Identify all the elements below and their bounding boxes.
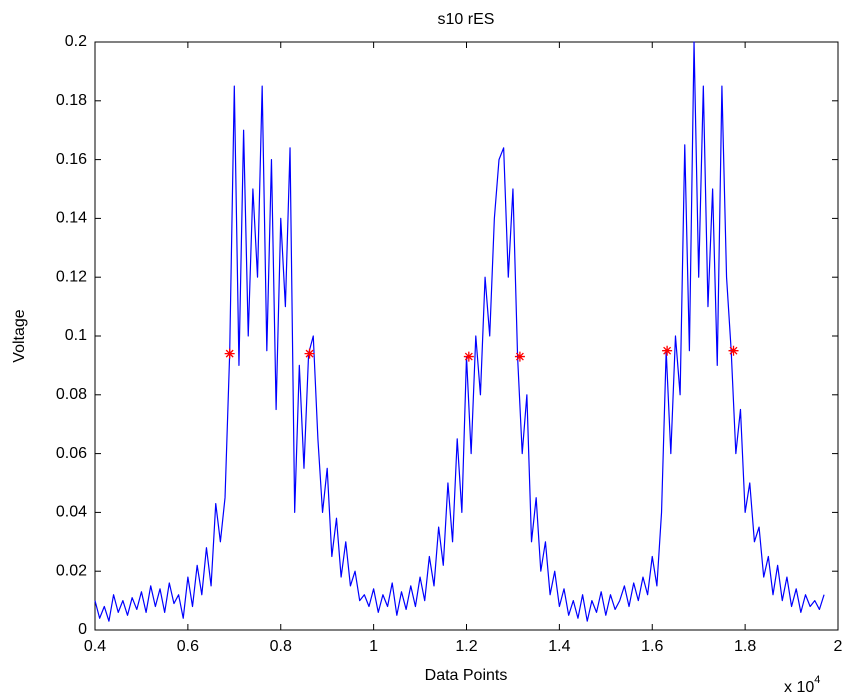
chart-title: s10 rES — [438, 11, 495, 28]
x-tick-label: 1.6 — [641, 638, 663, 655]
multiplier-base: x 10 — [784, 679, 814, 696]
y-tick-label: 0.08 — [56, 386, 87, 403]
multiplier-exponent: 4 — [814, 674, 820, 686]
data-marker — [514, 351, 525, 362]
data-marker — [463, 351, 474, 362]
y-tick-label: 0.18 — [56, 92, 87, 109]
x-tick-label: 0.6 — [177, 638, 199, 655]
x-tick-label: 1.4 — [548, 638, 570, 655]
x-tick-label: 2 — [834, 638, 843, 655]
y-tick-label: 0.12 — [56, 268, 87, 285]
y-tick-label: 0.02 — [56, 562, 87, 579]
y-tick-label: 0 — [78, 621, 87, 638]
x-tick-label: 1.2 — [455, 638, 477, 655]
x-tick-label: 0.8 — [270, 638, 292, 655]
y-tick-label: 0.16 — [56, 151, 87, 168]
x-multiplier: x 104 — [784, 674, 820, 696]
x-axis-label: Data Points — [425, 667, 508, 684]
y-tick-label: 0.04 — [56, 504, 87, 521]
y-tick-label: 0.06 — [56, 445, 87, 462]
data-marker — [224, 348, 235, 359]
data-marker — [304, 348, 315, 359]
y-tick-label: 0.14 — [56, 210, 87, 227]
y-tick-label: 0.2 — [65, 33, 87, 50]
x-tick-label: 1 — [369, 638, 378, 655]
x-tick-label: 1.8 — [734, 638, 756, 655]
plot-box — [94, 41, 839, 631]
data-marker — [662, 345, 673, 356]
y-tick-label: 0.1 — [65, 327, 87, 344]
x-tick-label: 0.4 — [84, 638, 106, 655]
data-line — [94, 41, 825, 622]
data-marker — [728, 345, 739, 356]
y-axis-label: Voltage — [11, 309, 28, 362]
